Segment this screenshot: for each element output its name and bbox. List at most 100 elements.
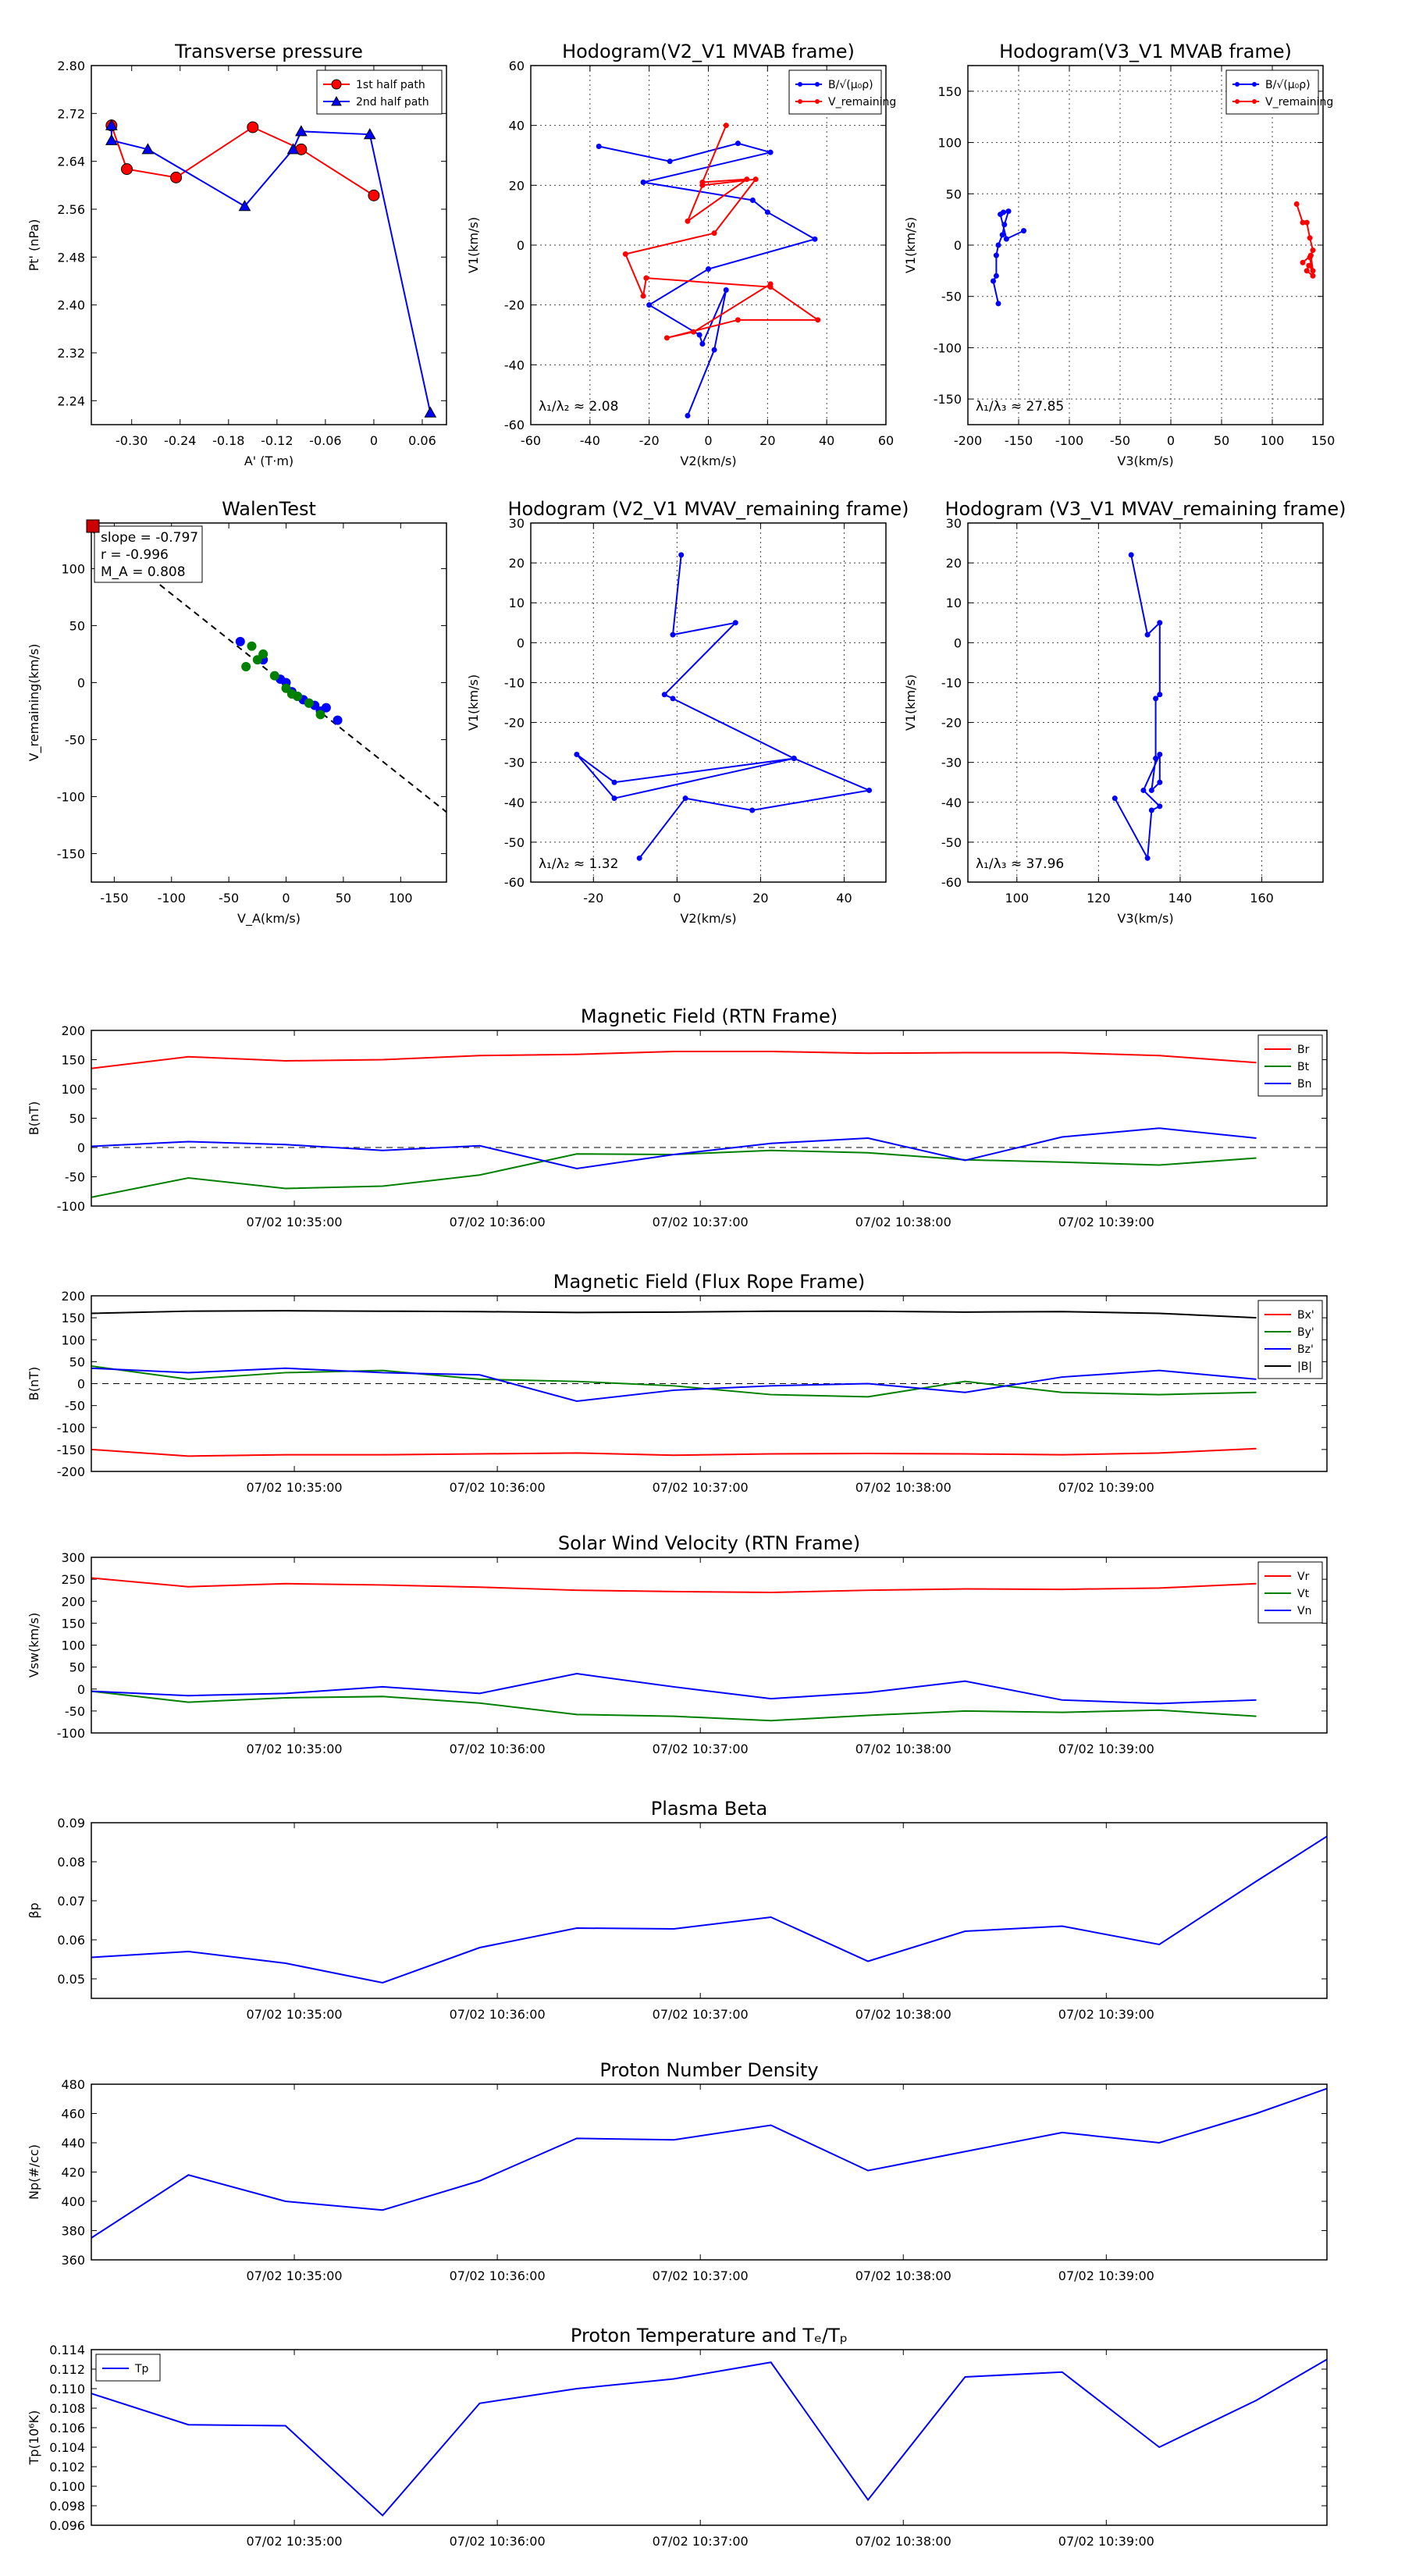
data-point [286,143,300,155]
x-tick-label: 07/02 10:38:00 [855,1742,951,1756]
x-tick-label: 07/02 10:39:00 [1058,2007,1154,2022]
data-point [643,275,649,281]
data-point [1310,268,1316,274]
x-tick-label: 07/02 10:39:00 [1058,1215,1154,1229]
y-tick-label: 200 [61,1289,85,1304]
data-point [723,287,729,293]
x-axis-label: V_A(km/s) [237,911,301,927]
legend-label: |B| [1297,1361,1312,1373]
y-tick-label: 0 [77,1682,85,1697]
x-tick-label: 0 [673,891,681,906]
y-tick-label: -150 [57,846,85,861]
data-point [735,317,741,323]
series-line-Tp [91,2358,1327,2517]
y-tick-label: 150 [61,1311,85,1325]
data-point [744,176,750,183]
series-line-V_remaining [624,125,820,339]
x-axis-label: V3(km/s) [1117,911,1173,926]
legend-box [316,69,443,115]
x-tick-label: -150 [1005,433,1033,448]
legend-marker [815,82,820,87]
y-axis-label: V1(km/s) [903,674,918,731]
series-line-Bx' [91,1447,1257,1457]
data-point [667,158,673,165]
data-point [1307,235,1313,241]
data-point [812,236,818,242]
series-line-Vt [91,1690,1257,1722]
y-tick-label: -40 [504,358,525,372]
y-tick-label: 2.48 [57,250,85,265]
data-point [1307,252,1314,258]
y-tick-label: 0 [954,238,962,253]
plot-area [91,1577,1257,1722]
legend-marker [798,82,802,87]
data-point [304,698,314,708]
y-axis-label: Pt' (nPa) [27,219,41,272]
legend-label: V_remaining [1265,96,1333,109]
data-point [315,710,325,720]
y-tick-label: 20 [509,178,525,193]
legend-label: 2nd half path [356,96,429,109]
x-tick-label: 07/02 10:37:00 [653,2534,749,2549]
y-tick-label: 100 [61,1638,85,1653]
data-point [636,855,642,861]
data-point [105,119,118,130]
x-tick-label: -20 [583,891,603,906]
x-tick-label: 07/02 10:35:00 [247,2534,343,2549]
y-tick-label: -20 [941,716,962,731]
x-tick-label: 07/02 10:35:00 [247,1480,343,1495]
stats-line: slope = -0.797 [101,530,198,546]
chart-title: Solar Wind Velocity (RTN Frame) [558,1532,860,1554]
data-point [735,141,741,147]
y-tick-label: 60 [509,59,525,73]
x-tick-label: 100 [1261,433,1285,448]
series-line-Bt [91,1149,1257,1198]
lambda-annotation: λ₁/λ₂ ≈ 2.08 [539,399,618,415]
legend-label: Bx' [1297,1309,1314,1322]
plot-area [91,1051,1257,1198]
data-point [105,133,118,145]
y-tick-label: 30 [946,516,962,531]
y-tick-label: -60 [504,875,525,890]
x-tick-label: -60 [521,433,541,448]
y-tick-label: -150 [934,392,962,407]
y-tick-label: 0.05 [57,1972,85,1987]
x-tick-label: 07/02 10:36:00 [450,1215,546,1229]
data-point [723,123,729,129]
data-point [281,683,291,693]
plot-frame [530,522,887,883]
data-point [706,266,711,272]
x-tick-label: 07/02 10:38:00 [855,2534,951,2549]
data-point [247,641,257,651]
y-tick-label: -100 [57,1421,85,1436]
y-tick-label: 2.64 [57,155,85,169]
legend-label: Vt [1297,1588,1310,1600]
data-point [999,232,1005,238]
data-point [1144,632,1151,638]
x-tick-label: -40 [580,433,600,448]
stats-box [94,525,203,583]
legend-label: Br [1297,1044,1310,1056]
data-point [682,795,688,802]
y-axis-label: Tp(10⁶K) [27,2411,41,2466]
plot-frame [91,2083,1328,2261]
data-point [596,144,602,149]
x-tick-label: -0.06 [309,433,341,448]
y-tick-label: 380 [61,2224,85,2239]
legend-label: Bz' [1297,1343,1314,1356]
data-point [685,218,691,224]
y-tick-label: 10 [509,596,525,610]
x-tick-label: 07/02 10:35:00 [247,2268,343,2283]
x-tick-label: 60 [878,433,894,448]
plot-frame [91,1822,1328,1999]
data-point [866,787,873,793]
y-tick-label: -100 [57,1726,85,1741]
y-tick-label: 0.114 [49,2343,85,2357]
data-point [247,121,259,133]
x-tick-label: -0.24 [164,433,196,448]
plot-area [91,1835,1327,1984]
data-point [295,125,308,137]
series-line-Bz' [91,1367,1257,1403]
y-tick-label: 50 [69,1112,85,1126]
y-tick-label: 0.100 [49,2479,85,2494]
